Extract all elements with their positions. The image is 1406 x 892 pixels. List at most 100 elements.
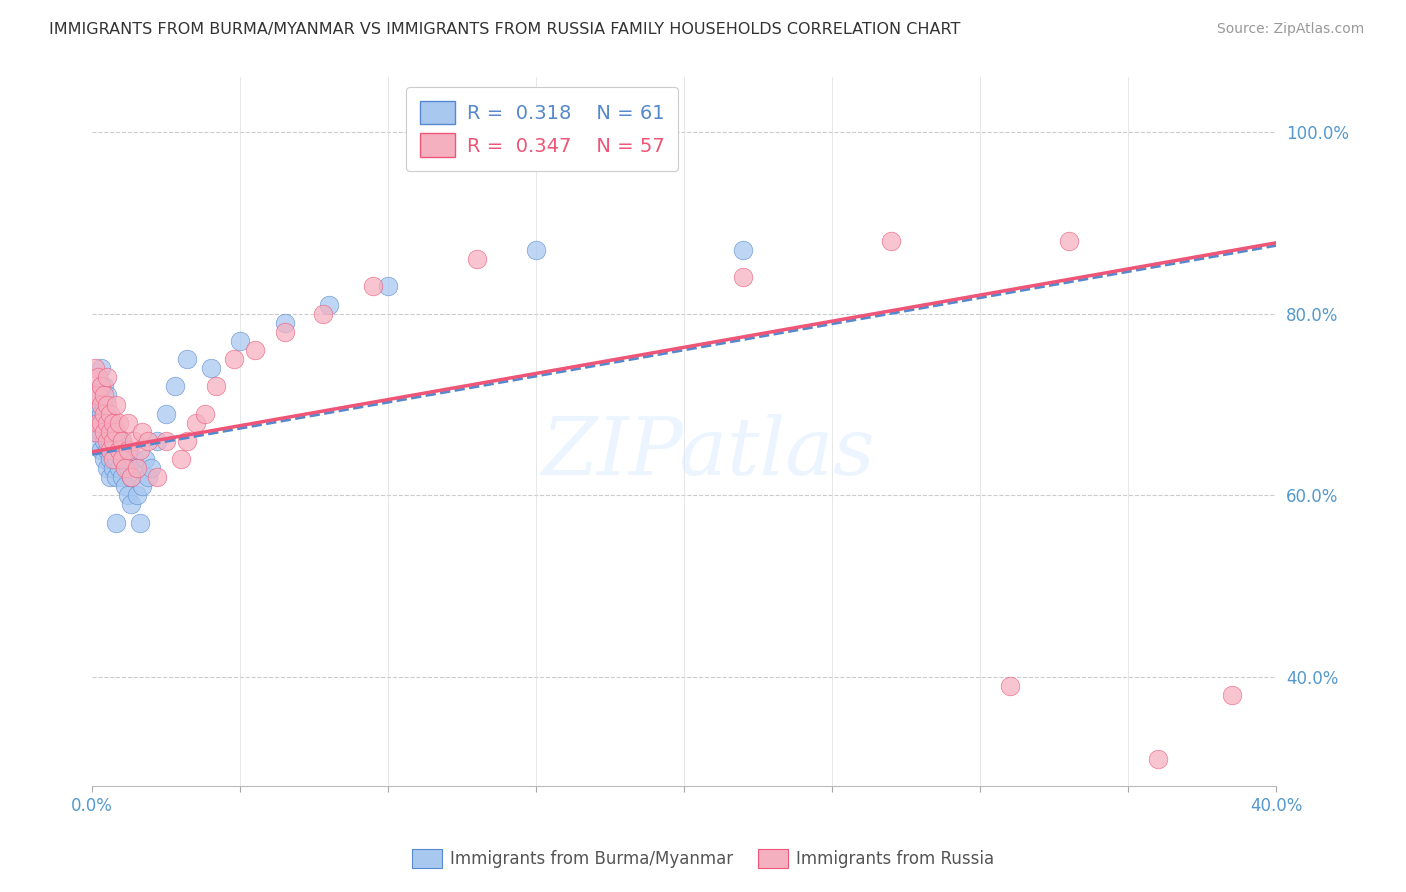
Point [96,442,118,457]
Point [229,334,252,348]
Point [205,379,228,393]
Point [128,516,150,530]
Point [98,442,121,457]
Point [465,252,488,267]
Point [880,234,903,248]
Point [96,425,118,439]
Point [733,243,755,257]
Point [998,679,1021,693]
Point [318,297,340,311]
Point [98,407,121,421]
Point [90,379,112,393]
Point [90,379,112,393]
Point [733,270,755,285]
Point [87,388,110,402]
Point [1220,688,1243,702]
Y-axis label: Family Households: Family Households [0,360,7,503]
Point [155,434,177,448]
Point [98,416,121,430]
Point [87,416,110,430]
Point [138,470,160,484]
Point [524,243,547,257]
Point [165,379,187,393]
Point [90,398,112,412]
Point [96,434,118,448]
Point [111,434,134,448]
Legend: Immigrants from Burma/Myanmar, Immigrants from Russia: Immigrants from Burma/Myanmar, Immigrant… [405,843,1001,875]
Point [93,425,115,439]
Point [93,434,115,448]
Point [101,452,124,467]
Point [90,416,112,430]
Point [111,434,134,448]
Point [273,316,295,330]
Point [111,452,134,467]
Point [87,370,110,384]
Point [243,343,266,357]
Point [98,434,121,448]
Point [184,416,207,430]
Point [114,461,136,475]
Point [93,416,115,430]
Point [120,498,142,512]
Point [87,388,110,402]
Point [273,325,295,339]
Point [108,442,131,457]
Point [114,479,136,493]
Point [101,442,124,457]
Point [104,516,127,530]
Point [93,452,115,467]
Point [90,361,112,376]
Point [101,461,124,475]
Point [131,425,153,439]
Point [84,361,107,376]
Point [122,452,145,467]
Point [613,116,636,130]
Point [117,416,139,430]
Point [98,452,121,467]
Point [117,488,139,502]
Point [117,442,139,457]
Point [84,407,107,421]
Point [125,488,148,502]
Point [111,470,134,484]
Point [170,452,193,467]
Text: IMMIGRANTS FROM BURMA/MYANMAR VS IMMIGRANTS FROM RUSSIA FAMILY HOUSEHOLDS CORREL: IMMIGRANTS FROM BURMA/MYANMAR VS IMMIGRA… [49,22,960,37]
Point [1146,752,1168,766]
Point [87,416,110,430]
Point [125,461,148,475]
Point [90,442,112,457]
Point [120,470,142,484]
Point [98,470,121,484]
Point [101,425,124,439]
Point [146,434,169,448]
Point [93,398,115,412]
Point [138,434,160,448]
Point [108,461,131,475]
Point [96,416,118,430]
Point [93,407,115,421]
Point [146,470,169,484]
Point [90,407,112,421]
Point [200,361,222,376]
Point [104,470,127,484]
Point [363,279,385,293]
Point [90,425,112,439]
Text: Source: ZipAtlas.com: Source: ZipAtlas.com [1216,22,1364,37]
Point [108,416,131,430]
Point [122,434,145,448]
Point [96,370,118,384]
Point [1057,234,1080,248]
Point [96,388,118,402]
Point [101,434,124,448]
Point [131,479,153,493]
Point [93,379,115,393]
Point [128,442,150,457]
Point [96,398,118,412]
Point [84,434,107,448]
Text: ZIPatlas: ZIPatlas [541,414,875,491]
Point [83,425,105,439]
Point [101,416,124,430]
Point [104,452,127,467]
Point [117,461,139,475]
